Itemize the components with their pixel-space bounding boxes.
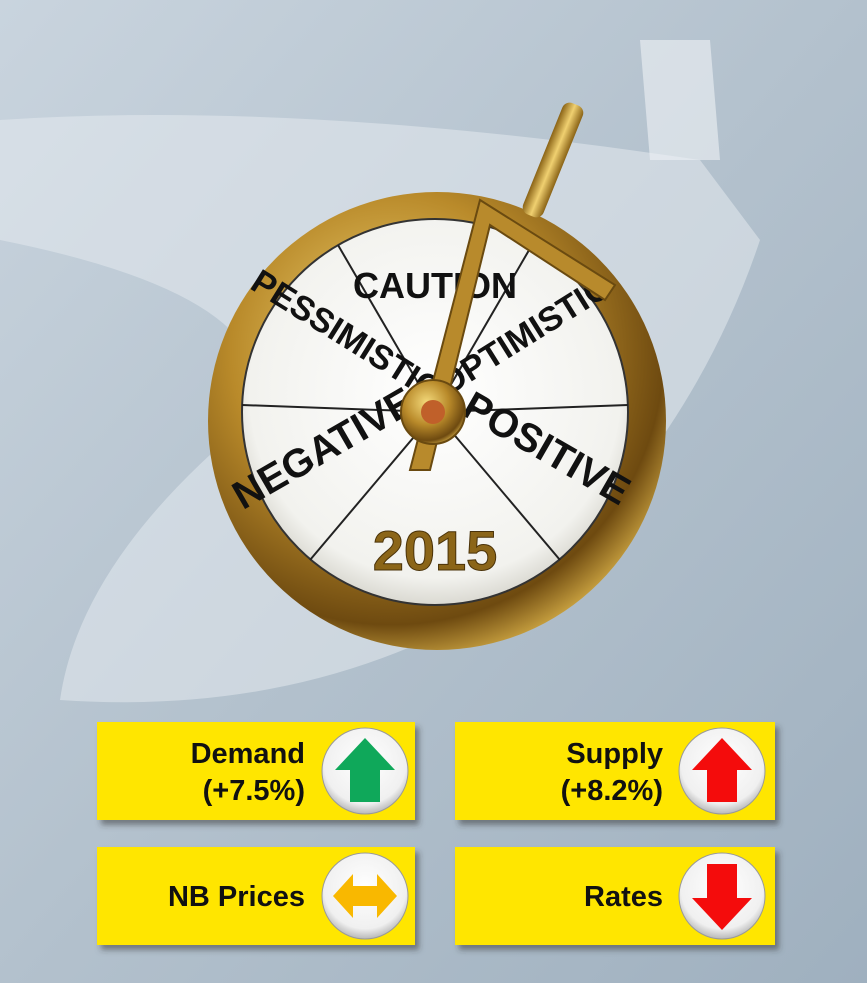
card-change: (+8.2%): [561, 775, 663, 807]
card-label: Rates: [584, 881, 663, 913]
ship-bridge: [640, 40, 720, 160]
infographic: CAUTION PESSIMISTIC OPTIMISTIC NEGATIVE …: [0, 0, 867, 983]
card-label: Demand: [191, 738, 305, 770]
card-label: Supply: [566, 738, 663, 770]
card-label: NB Prices: [168, 881, 305, 913]
gauge-year: 2015: [373, 519, 498, 582]
card-change: (+7.5%): [203, 775, 305, 807]
sector-label: CAUTION: [353, 265, 517, 306]
